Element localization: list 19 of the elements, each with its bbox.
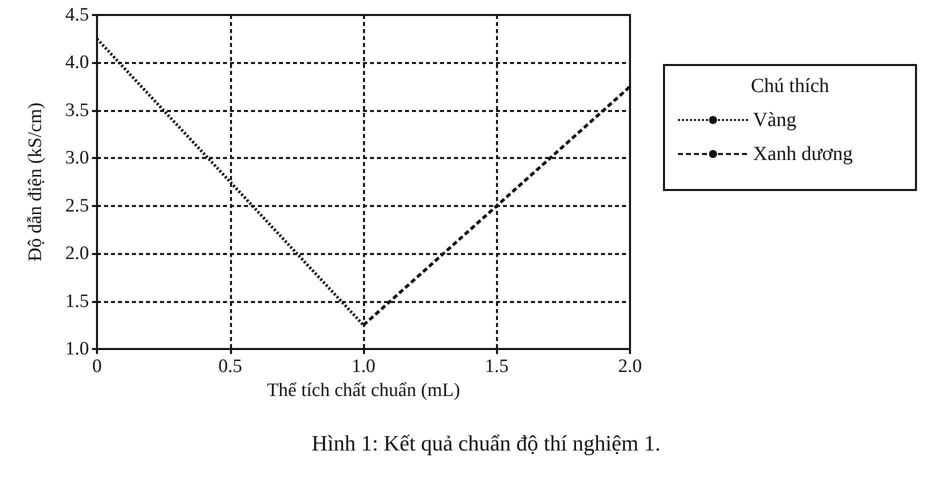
y-tick-label: 4.5 <box>65 4 89 26</box>
x-tick-label: 0 <box>92 356 102 377</box>
text: Hình 1: Kết quả chuẩn độ thí nghiệm 1. <box>312 430 660 456</box>
x-tick-label: 0.5 <box>218 356 242 377</box>
y-tick-label: 2.5 <box>65 195 89 216</box>
y-tick-label: 1.5 <box>65 290 89 312</box>
legend-label: Vàng <box>753 109 796 131</box>
y-axis-title: Độ dẫn điện (kS/cm) <box>25 102 46 262</box>
legend-title: Chú thích <box>750 75 830 97</box>
x-tick-label: 1.0 <box>352 356 376 377</box>
x-tick-label: 2.0 <box>618 356 642 377</box>
x-tick-label: 1.5 <box>484 356 509 377</box>
legend-label: Xanh dương <box>753 143 853 165</box>
y-tick-label: 2.0 <box>65 243 89 264</box>
y-tick-label: 3.5 <box>65 100 89 121</box>
y-tick-label: 3.0 <box>65 148 89 169</box>
y-tick-label: 1.0 <box>65 338 89 360</box>
y-tick-label: 4.0 <box>65 52 89 74</box>
x-axis-title: Thể tích chất chuẩn (mL) <box>266 380 460 401</box>
